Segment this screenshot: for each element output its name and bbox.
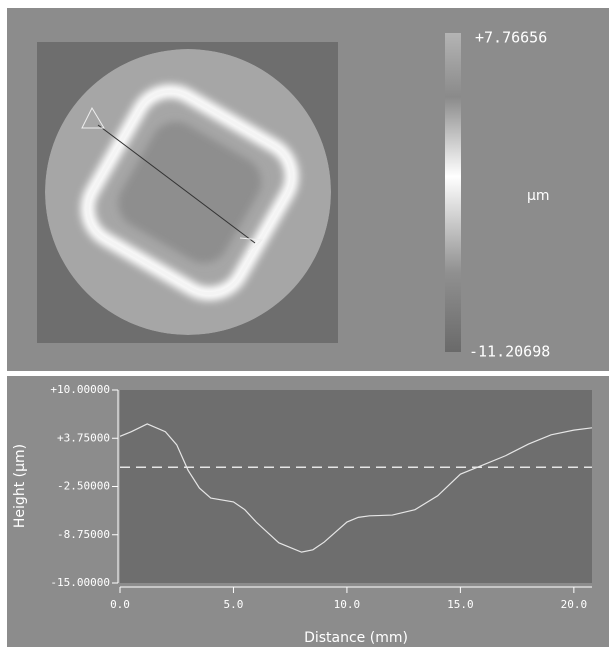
y-tick-label: +3.75000	[57, 431, 110, 444]
y-tick-label: -2.50000	[57, 480, 110, 493]
y-axis-label: Height (µm)	[12, 444, 28, 528]
x-tick-label: 20.0	[561, 598, 588, 611]
x-tick-label: 10.0	[334, 598, 361, 611]
colorbar-min: -11.20698	[469, 343, 550, 361]
app: +7.76656 µm -11.20698 Distance (mm) Heig…	[0, 0, 609, 647]
colorbar-max: +7.76656	[475, 29, 547, 47]
y-tick-label: +10.00000	[50, 383, 110, 396]
colorbar	[445, 33, 461, 352]
y-tick-label: -8.75000	[57, 528, 110, 541]
x-axis-label: Distance (mm)	[304, 630, 408, 646]
y-tick-label: -15.00000	[50, 576, 110, 589]
colorbar-unit: µm	[527, 188, 550, 204]
height-map	[45, 49, 331, 335]
x-tick-label: 0.0	[110, 598, 130, 611]
plot-area	[120, 390, 592, 583]
x-tick-label: 15.0	[447, 598, 474, 611]
x-tick-label: 5.0	[224, 598, 244, 611]
